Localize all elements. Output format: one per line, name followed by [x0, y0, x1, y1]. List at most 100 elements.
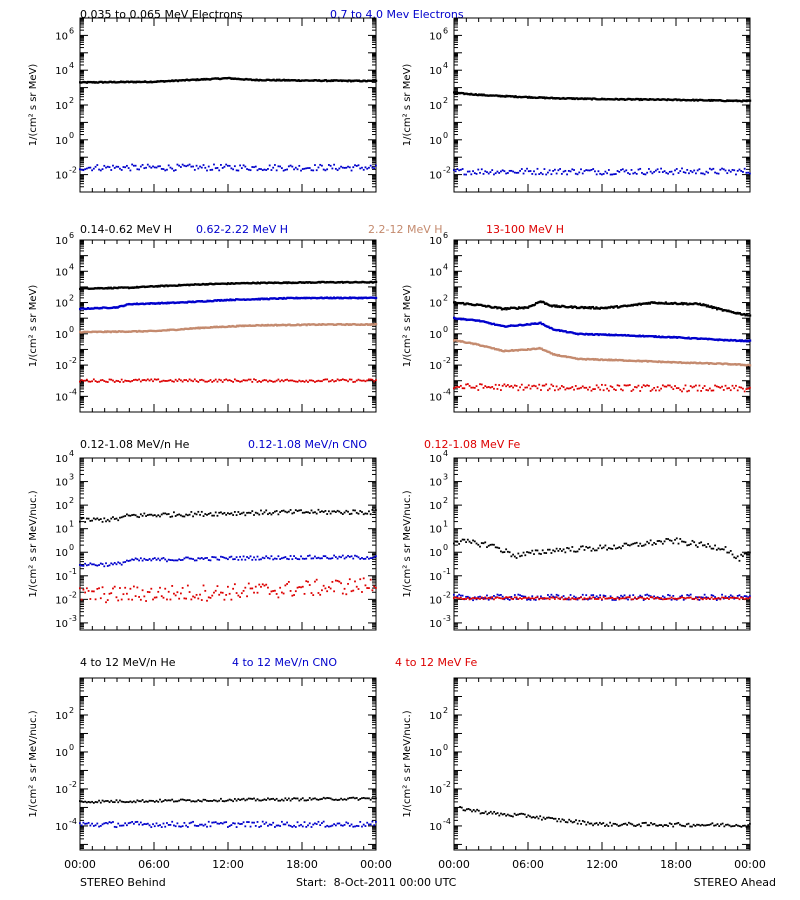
data-point [82, 379, 85, 382]
y-tick-exponent: -2 [69, 356, 77, 365]
data-point [98, 80, 101, 84]
data-point [252, 78, 255, 82]
data-point [678, 302, 681, 306]
data-point [150, 587, 153, 590]
data-point [159, 301, 163, 305]
data-point [224, 282, 227, 285]
data-point [583, 549, 586, 551]
data-point [105, 562, 107, 565]
data-point [602, 98, 605, 101]
data-point [299, 296, 303, 300]
data-point [729, 170, 732, 173]
data-point [112, 164, 114, 167]
data-point [330, 281, 333, 284]
data-point [630, 359, 633, 362]
data-point [188, 163, 191, 166]
data-point [603, 97, 606, 101]
y-axis-label: 1/(cm² s sr MeV) [28, 64, 39, 147]
data-point [310, 297, 313, 300]
data-point [362, 577, 365, 580]
data-point [671, 336, 674, 339]
data-point [187, 283, 190, 286]
data-point [246, 511, 248, 514]
data-point [199, 513, 201, 516]
data-point [188, 378, 191, 381]
data-point [687, 99, 690, 102]
y-tick-label: 10 [55, 236, 68, 247]
data-point [639, 303, 642, 306]
data-point [249, 78, 252, 81]
data-point [185, 165, 188, 168]
data-point [739, 363, 743, 367]
data-point [136, 168, 139, 171]
data-point [275, 78, 279, 81]
data-point [472, 319, 475, 322]
data-point [339, 280, 342, 284]
data-point [479, 303, 482, 306]
y-tick-label: 10 [55, 31, 68, 42]
data-point [244, 514, 247, 517]
data-point [333, 380, 336, 383]
data-point [123, 304, 126, 307]
data-point [519, 594, 521, 597]
data-point [517, 593, 520, 596]
data-point [491, 306, 494, 309]
data-point [595, 173, 598, 176]
data-point [503, 383, 506, 386]
data-point [630, 303, 633, 307]
data-point [517, 348, 521, 352]
data-point [106, 381, 109, 383]
data-point [730, 339, 733, 342]
data-point [715, 99, 719, 102]
data-point [496, 388, 499, 390]
data-point [108, 564, 111, 567]
data-point [108, 592, 111, 595]
data-point [668, 302, 671, 305]
data-point [277, 555, 280, 558]
data-point [97, 81, 100, 84]
data-point [354, 554, 356, 557]
data-point [644, 173, 647, 176]
data-point [487, 386, 490, 388]
data-point [341, 281, 345, 284]
data-point [168, 301, 172, 304]
data-point [477, 543, 480, 546]
data-point [557, 328, 560, 332]
data-point [135, 330, 139, 333]
data-point [117, 165, 120, 168]
data-point [267, 168, 269, 170]
data-point [555, 547, 558, 550]
data-point [267, 298, 271, 301]
data-point [641, 98, 645, 101]
data-point [743, 312, 746, 316]
data-point [555, 385, 558, 388]
data-point [319, 593, 322, 596]
data-point [125, 303, 128, 306]
data-point [618, 334, 621, 337]
data-point [742, 387, 744, 390]
data-point [319, 511, 322, 513]
data-point [596, 333, 599, 336]
data-point [717, 99, 720, 102]
data-point [183, 283, 186, 287]
data-point [465, 92, 468, 95]
data-point [328, 281, 331, 284]
data-point [307, 555, 309, 557]
data-point [355, 555, 358, 558]
data-point [274, 79, 278, 82]
data-point [308, 281, 312, 284]
data-point [94, 307, 98, 310]
data-point [538, 300, 541, 304]
data-point [195, 300, 198, 303]
data-point [256, 79, 259, 82]
data-point [294, 79, 297, 82]
data-point [314, 79, 317, 82]
data-point [681, 336, 685, 339]
data-point [266, 281, 270, 284]
data-point [670, 302, 673, 305]
data-point [100, 286, 103, 290]
data-point [277, 596, 280, 599]
data-point [159, 515, 161, 518]
data-point [241, 282, 244, 285]
data-point [273, 323, 276, 327]
